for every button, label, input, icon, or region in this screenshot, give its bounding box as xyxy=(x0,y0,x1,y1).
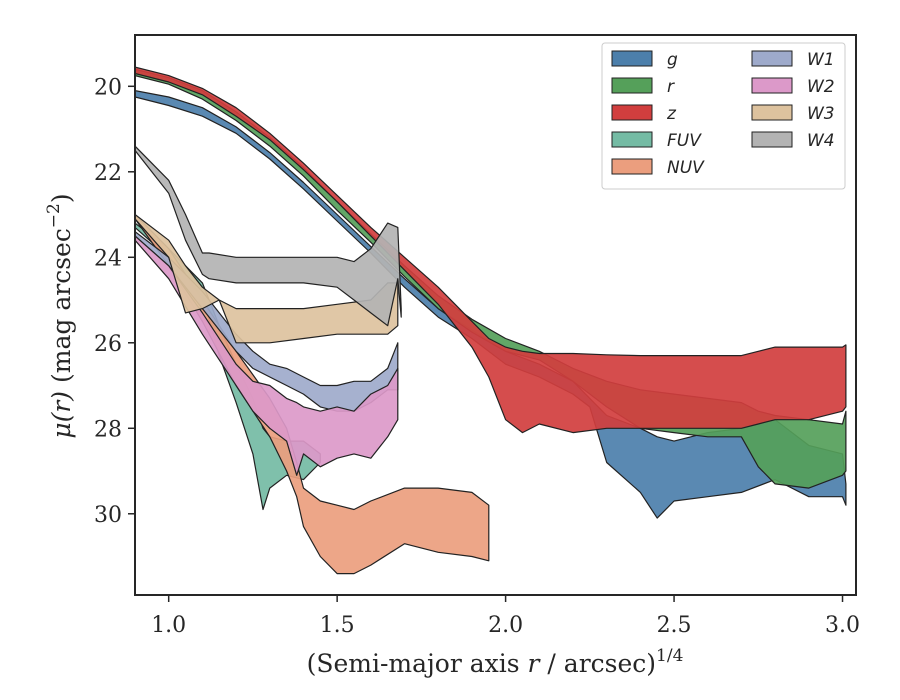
x-tick-label: 3.0 xyxy=(825,613,860,638)
y-tick-label: 30 xyxy=(94,503,122,528)
series-band-z xyxy=(135,66,847,434)
x-axis-label: (Semi-major axis r / arcsec)1/4 xyxy=(307,646,684,678)
x-axis-label-rest: / arcsec) xyxy=(539,649,656,678)
y-axis-label: μ(r) (mag arcsec−2) xyxy=(44,193,76,438)
x-tick-label: 1.0 xyxy=(151,613,186,638)
y-tick-label: 24 xyxy=(94,246,122,271)
legend-swatch-r xyxy=(611,77,653,94)
y-axis-label-close: ) xyxy=(47,193,76,203)
y-tick-label: 22 xyxy=(94,161,122,186)
series-band-w3 xyxy=(135,213,399,344)
y-tick-label: 20 xyxy=(94,75,122,100)
legend-label-w3: W3 xyxy=(807,104,835,124)
x-axis-label-main: (Semi-major axis xyxy=(307,649,528,678)
legend-label-w1: W1 xyxy=(807,50,835,70)
legend-label-z: z xyxy=(666,104,677,124)
y-axis-ticks: 20 22 24 26 28 30 xyxy=(94,75,135,528)
x-tick-label: 2.0 xyxy=(488,613,523,638)
x-axis-label-var: r xyxy=(528,649,542,678)
y-tick-label: 26 xyxy=(94,332,122,357)
y-tick-label: 28 xyxy=(94,417,122,442)
plot-frame xyxy=(134,34,857,596)
legend-label-nuv: NUV xyxy=(667,158,705,178)
legend-swatch-fuv xyxy=(611,131,653,148)
x-axis-label-sup: 1/4 xyxy=(656,646,683,666)
legend-swatch-w1 xyxy=(751,50,793,67)
legend-swatch-g xyxy=(611,50,653,67)
y-axis-label-var: μ(r) xyxy=(47,391,76,439)
legend-label-w4: W4 xyxy=(807,131,835,151)
series-band-w2 xyxy=(135,235,399,476)
legend-swatch-w4 xyxy=(751,131,793,148)
y-axis-label-rest: (mag arcsec xyxy=(47,228,76,391)
series-band-w4 xyxy=(135,145,402,327)
x-axis-ticks: 1.0 1.5 2.0 2.5 3.0 xyxy=(151,595,860,638)
series-layer xyxy=(135,66,847,575)
x-tick-label: 2.5 xyxy=(657,613,692,638)
legend-label-fuv: FUV xyxy=(667,131,702,151)
legend-items: grz FUV NUV W1 W2 W3 W4 xyxy=(611,50,835,178)
y-axis-label-sup: −2 xyxy=(44,203,64,228)
x-tick-label: 1.5 xyxy=(320,613,355,638)
legend-label-r: r xyxy=(667,77,675,97)
legend-swatch-z xyxy=(611,104,653,121)
legend-label-w2: W2 xyxy=(807,77,835,97)
legend-swatch-w3 xyxy=(751,104,793,121)
legend-swatch-nuv xyxy=(611,158,653,175)
legend: grz FUV NUV W1 W2 W3 W4 xyxy=(601,42,846,190)
legend-label-g: g xyxy=(667,50,678,70)
legend-swatch-w2 xyxy=(751,77,793,94)
